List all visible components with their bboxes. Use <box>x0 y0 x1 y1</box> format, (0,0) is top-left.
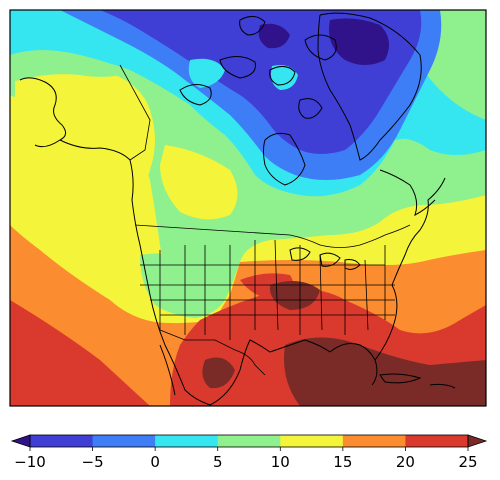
colorbar-segment <box>155 435 219 447</box>
colorbar-segment <box>92 435 156 447</box>
colorbar-tick-label: −5 <box>82 453 104 471</box>
band-10-15-northwest <box>15 66 155 244</box>
colorbar-tick-label: −10 <box>14 453 46 471</box>
colorbar-segment <box>217 435 281 447</box>
map-panel <box>10 10 486 406</box>
colorbar-tick-label: 20 <box>396 453 415 471</box>
colorbar-segment <box>30 435 94 447</box>
colorbar-segment <box>280 435 344 447</box>
map-frame <box>9 9 487 407</box>
band-5-10-west <box>140 253 225 318</box>
band-20-25-west <box>10 300 150 406</box>
colorbar-over-arrow <box>467 434 488 448</box>
band-15-20-central <box>230 250 486 352</box>
temperature-contour-fill <box>10 10 486 406</box>
colorbar-tick-label: 5 <box>213 453 223 471</box>
coastlines <box>19 12 456 406</box>
band-below-minus10 <box>329 18 389 65</box>
colorbar: −10 −5 0 5 10 15 20 25 <box>10 434 488 471</box>
colorbar-frame <box>29 434 469 448</box>
band-0-5-arctic <box>271 65 298 90</box>
colorbar-tick-label: 0 <box>150 453 160 471</box>
band-above-25-midwest <box>269 281 320 310</box>
band-above-25-gulf <box>284 337 486 406</box>
colorbar-under-arrow <box>10 434 31 448</box>
colorbar-tick-label: 10 <box>271 453 290 471</box>
colorbar-segment <box>405 435 469 447</box>
band-below-minus10-b <box>258 23 290 49</box>
colorbar-tick-label: 25 <box>458 453 477 471</box>
country-and-state-borders <box>119 64 411 376</box>
colorbar-tick-label: 15 <box>333 453 352 471</box>
band-10-15-prairies <box>160 145 238 220</box>
colorbar-segment <box>342 435 406 447</box>
band-5-10-alaska <box>10 50 130 82</box>
band-above-25-mexico <box>202 357 235 389</box>
band-0-5-canada <box>188 58 225 88</box>
